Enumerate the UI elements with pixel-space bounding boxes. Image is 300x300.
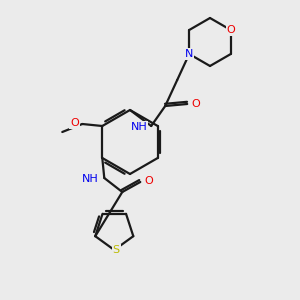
- Text: O: O: [226, 25, 235, 35]
- Text: N: N: [185, 49, 194, 59]
- Text: S: S: [113, 245, 120, 255]
- Text: NH: NH: [131, 122, 148, 132]
- Text: O: O: [192, 99, 201, 109]
- Text: O: O: [70, 118, 79, 128]
- Text: O: O: [144, 176, 153, 186]
- Text: NH: NH: [82, 174, 99, 184]
